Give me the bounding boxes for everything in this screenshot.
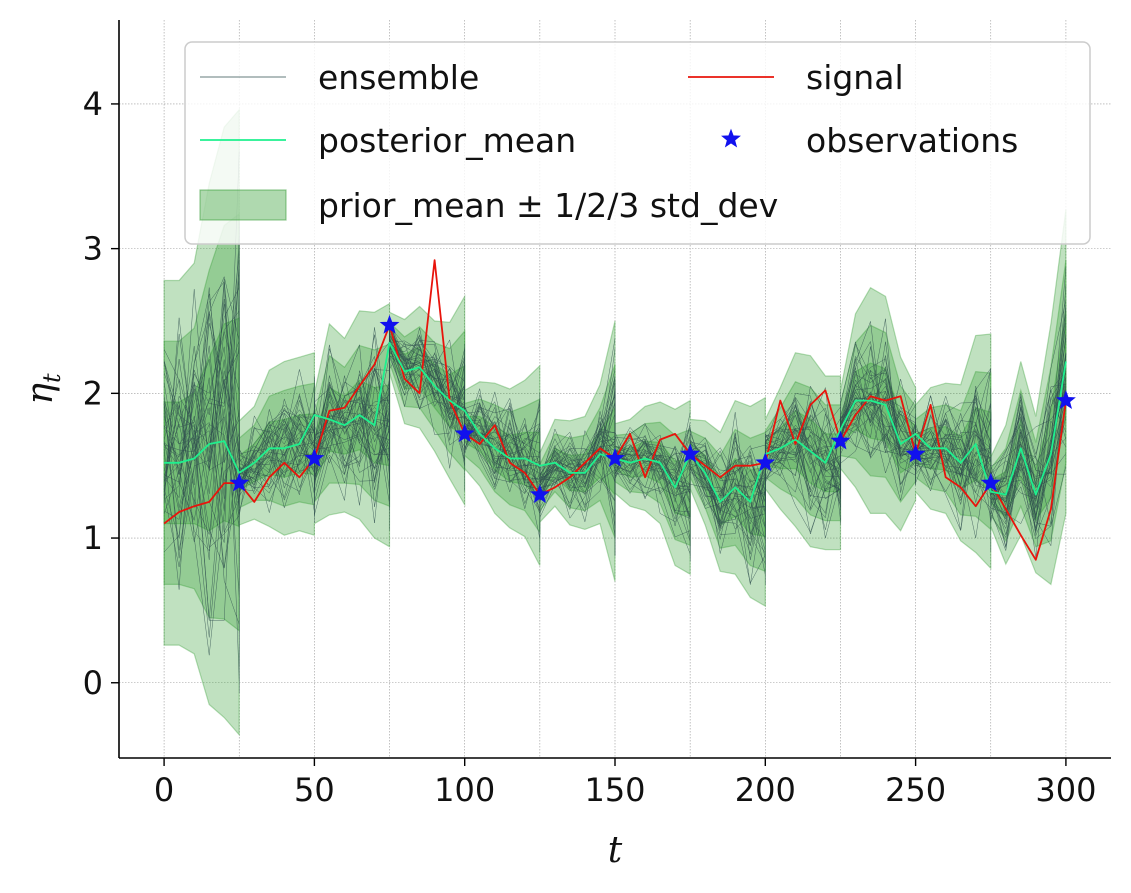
- ensemble-member-line: [163, 372, 240, 506]
- x-tick-label: 150: [584, 771, 645, 809]
- ensemble-member-line: [539, 444, 616, 495]
- ensemble-member-line: [464, 402, 541, 514]
- y-axis-title-subscript: t: [38, 373, 66, 383]
- ensemble-member-line: [163, 291, 240, 621]
- ensemble-member-line: [163, 275, 240, 508]
- ensemble-member-line: [163, 360, 240, 625]
- ensemble-member-line: [539, 369, 616, 518]
- ensemble-member-line: [689, 459, 766, 556]
- legend-frame: [184, 41, 1091, 245]
- legend-label-observations: observations: [806, 121, 1018, 160]
- legend-entry-observations: observations: [721, 121, 1018, 160]
- y-axis-title-main: η: [20, 383, 61, 405]
- ensemble-member-line: [614, 451, 691, 539]
- y-tick-label: 4: [83, 85, 103, 123]
- y-tick-label: 1: [83, 519, 103, 557]
- y-axis-title-group: ηt: [20, 373, 66, 405]
- legend: ensemble signal posterior_mean observati…: [184, 41, 1091, 245]
- ensemble-member-line: [163, 293, 240, 590]
- observation-marker: [304, 448, 325, 467]
- legend-swatch-observations: [721, 128, 741, 148]
- y-tick-label: 2: [83, 374, 103, 412]
- x-tick-label: 250: [885, 771, 946, 809]
- x-tick-label: 300: [1035, 771, 1096, 809]
- observation-marker: [680, 443, 701, 463]
- legend-label-ensemble: ensemble: [318, 58, 479, 97]
- ensemble-member-line: [163, 298, 240, 463]
- observation-marker: [830, 430, 851, 450]
- observation-marker: [905, 443, 926, 463]
- ensemble-member-line: [389, 345, 465, 502]
- ensemble-member-line: [163, 311, 240, 428]
- x-tick-label: 0: [154, 771, 174, 809]
- ensemble-member-line: [238, 418, 315, 516]
- ensemble-member-line: [464, 399, 540, 481]
- x-axis-title: t: [608, 830, 623, 871]
- legend-entry-band: prior_mean ± 1/2/3 std_dev: [199, 186, 778, 225]
- ensemble-member-line: [689, 458, 766, 507]
- y-tick-label: 3: [83, 230, 103, 268]
- observation-marker: [454, 423, 475, 443]
- ensemble-member-line: [689, 428, 766, 584]
- ensemble-member-line: [163, 401, 240, 549]
- ensemble-member-line: [163, 346, 240, 514]
- ensemble-member-line: [464, 396, 540, 490]
- ensemble-member-line: [163, 351, 240, 494]
- legend-entry-signal: signal: [688, 58, 904, 97]
- ensemble-member-line: [163, 416, 240, 522]
- legend-entry-ensemble: ensemble: [200, 58, 479, 97]
- x-tick-label: 200: [735, 771, 796, 809]
- observation-marker: [980, 472, 1001, 492]
- x-ticks: 0 50 100 150 200 250 300: [154, 758, 1096, 809]
- ensemble-member-line: [163, 331, 240, 482]
- legend-label-band: prior_mean ± 1/2/3 std_dev: [318, 186, 778, 225]
- y-axis-title: ηt: [20, 373, 66, 405]
- x-tick-label: 50: [294, 771, 335, 809]
- ensemble-member-line: [163, 378, 240, 534]
- ensemble-member-line: [163, 359, 240, 510]
- ensemble-member-line: [163, 359, 240, 528]
- observation-marker: [229, 472, 250, 492]
- legend-swatch-band: [199, 189, 287, 221]
- legend-entry-posterior-mean: posterior_mean: [200, 121, 576, 160]
- ensemble-member-line: [765, 393, 841, 501]
- ensemble-member-line: [314, 369, 390, 469]
- y-ticks: 0 1 2 3 4: [83, 85, 119, 702]
- ensemble-member-line: [163, 280, 240, 551]
- observation-marker: [529, 484, 550, 504]
- observation-marker: [605, 448, 625, 467]
- legend-label-signal: signal: [806, 58, 904, 97]
- ensemble-member-line: [163, 268, 240, 513]
- x-tick-label: 100: [434, 771, 495, 809]
- observation-marker: [379, 314, 400, 334]
- ensemble-member-line: [163, 408, 240, 536]
- observation-markers: [229, 314, 1076, 504]
- ensemble-member-line: [163, 280, 240, 568]
- ensemble-member-line: [990, 335, 1067, 552]
- legend-label-posterior-mean: posterior_mean: [318, 121, 576, 160]
- observation-marker: [755, 452, 776, 472]
- observation-marker: [1055, 390, 1076, 410]
- y-tick-label: 0: [83, 664, 103, 702]
- ensemble-member-line: [464, 417, 541, 512]
- ensemble-member-line: [163, 236, 240, 499]
